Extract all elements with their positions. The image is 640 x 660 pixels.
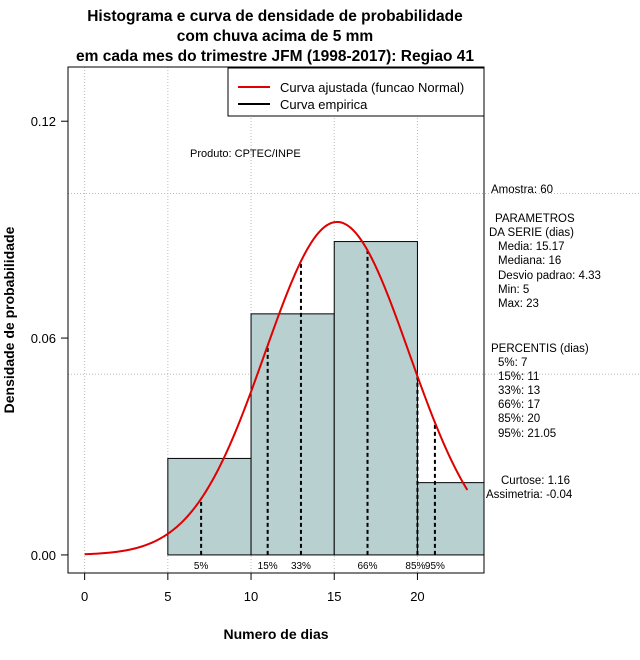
bars-layer bbox=[167, 241, 485, 556]
product-annotation: Produto: CPTEC/INPE bbox=[190, 148, 301, 160]
legend-box bbox=[227, 67, 485, 117]
param-median: Mediana: 16 bbox=[498, 255, 561, 267]
percentile-5: 5%: 7 bbox=[498, 357, 527, 369]
params-header-1: PARAMETROS bbox=[495, 213, 575, 225]
percentile-95: 95%: 21.05 bbox=[498, 428, 556, 440]
legend: Curva ajustada (funcao Normal) Curva emp… bbox=[227, 67, 485, 117]
skewness: Assimetria: -0.04 bbox=[486, 489, 573, 501]
sample-size: Amostra: 60 bbox=[491, 184, 553, 196]
param-mean: Media: 15.17 bbox=[498, 241, 565, 253]
y-tick-label: 0.12 bbox=[31, 114, 56, 129]
percentile-tick-label: 85% bbox=[405, 561, 425, 572]
params-header-2: DA SERIE (dias) bbox=[489, 227, 574, 239]
percentile-tick-label: 95% bbox=[425, 561, 445, 572]
kurtosis: Curtose: 1.16 bbox=[501, 475, 570, 487]
param-max: Max: 23 bbox=[498, 298, 539, 310]
histogram-bar-1 bbox=[167, 457, 252, 556]
x-axis-title: Numero de dias bbox=[223, 626, 328, 642]
percentile-15: 15%: 11 bbox=[498, 371, 539, 383]
chart-title-line-3: em cada mes do trimestre JFM (1998-2017)… bbox=[76, 48, 474, 65]
x-tick-label: 15 bbox=[327, 589, 341, 604]
histogram-bar-2 bbox=[250, 313, 335, 556]
percentiles-header: PERCENTIS (dias) bbox=[491, 343, 589, 355]
percentile-tick-label: 33% bbox=[291, 561, 311, 572]
x-tick-label: 0 bbox=[81, 589, 88, 604]
curve-layer bbox=[84, 220, 469, 556]
percentile-lines-layer: 5% 15% 33% 66% 85% 95% bbox=[194, 250, 445, 572]
y-tick-label: 0.06 bbox=[31, 331, 56, 346]
chart-title-line-1: Histograma e curva de densidade de proba… bbox=[87, 8, 463, 25]
normal-fit-curve bbox=[84, 220, 469, 556]
percentile-tick-label: 5% bbox=[194, 561, 209, 572]
histogram-bar-4 bbox=[416, 482, 485, 556]
x-tick-label: 20 bbox=[410, 589, 424, 604]
chart-title-line-2: com chuva acima de 5 mm bbox=[177, 28, 373, 45]
percentile-tick-label: 15% bbox=[258, 561, 278, 572]
percentile-66: 66%: 17 bbox=[498, 399, 540, 411]
histogram-bar-3 bbox=[333, 241, 418, 556]
percentile-33: 33%: 13 bbox=[498, 385, 540, 397]
legend-label-empirical: Curva empirica bbox=[280, 97, 368, 112]
percentile-85: 85%: 20 bbox=[498, 413, 540, 425]
percentile-tick-label: 66% bbox=[358, 561, 378, 572]
x-tick-label: 5 bbox=[164, 589, 171, 604]
stats-panel: Amostra: 60 PARAMETROS DA SERIE (dias) M… bbox=[486, 184, 601, 501]
x-tick-label: 10 bbox=[244, 589, 258, 604]
y-axis-title: Densidade de probabilidade bbox=[1, 226, 17, 413]
plot-frame bbox=[67, 66, 485, 574]
legend-label-fitted: Curva ajustada (funcao Normal) bbox=[280, 80, 464, 95]
param-min: Min: 5 bbox=[498, 284, 529, 296]
y-tick-label: 0.00 bbox=[31, 548, 56, 563]
param-sd: Desvio padrao: 4.33 bbox=[498, 270, 601, 282]
